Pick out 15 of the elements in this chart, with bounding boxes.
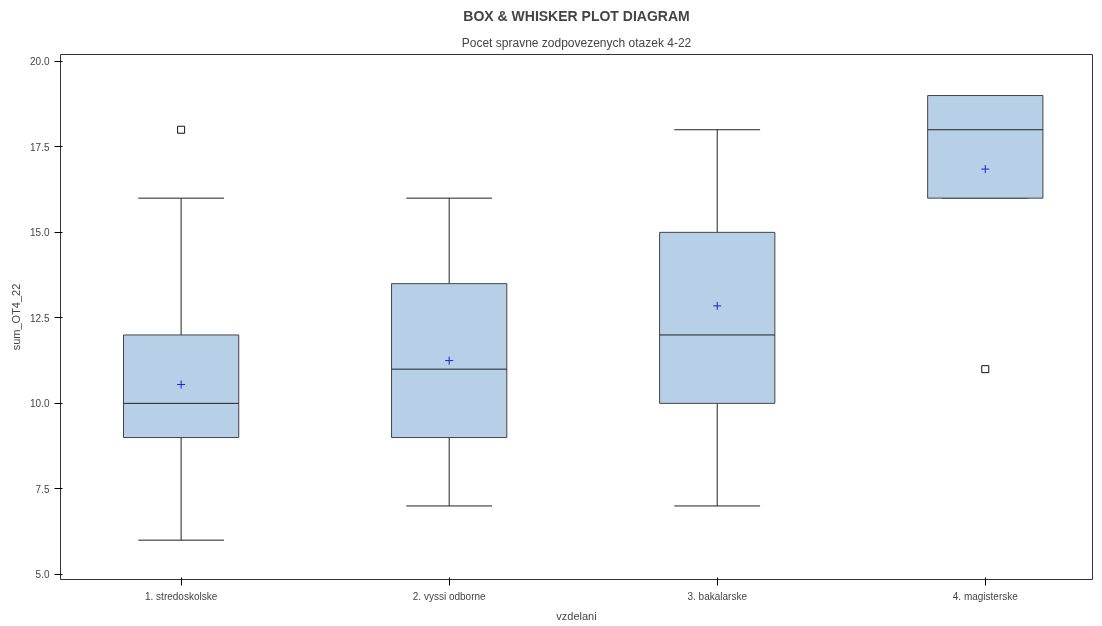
x-tick-label: 4. magisterske bbox=[952, 590, 1019, 602]
chart-title: BOX & WHISKER PLOT DIAGRAM bbox=[463, 7, 690, 24]
y-tick-label: 5.0 bbox=[35, 569, 50, 581]
x-tick-label: 1. stredoskolske bbox=[145, 590, 218, 602]
x-tick-label: 3. bakalarske bbox=[687, 590, 748, 602]
chart-subtitle: Pocet spravne zodpovezenych otazek 4-22 bbox=[461, 35, 692, 50]
x-axis-title: vzdelani bbox=[556, 609, 597, 622]
y-tick-label: 7.5 bbox=[35, 483, 50, 495]
y-tick-label: 17.5 bbox=[30, 141, 50, 153]
y-axis-title: sum_OT4_22 bbox=[10, 283, 23, 351]
y-tick-label: 10.0 bbox=[30, 398, 50, 410]
x-tick-label: 2. vyssi odborne bbox=[412, 590, 487, 602]
y-tick-label: 15.0 bbox=[30, 227, 50, 239]
y-tick-label: 12.5 bbox=[30, 312, 50, 324]
y-tick-label: 20.0 bbox=[30, 56, 50, 68]
